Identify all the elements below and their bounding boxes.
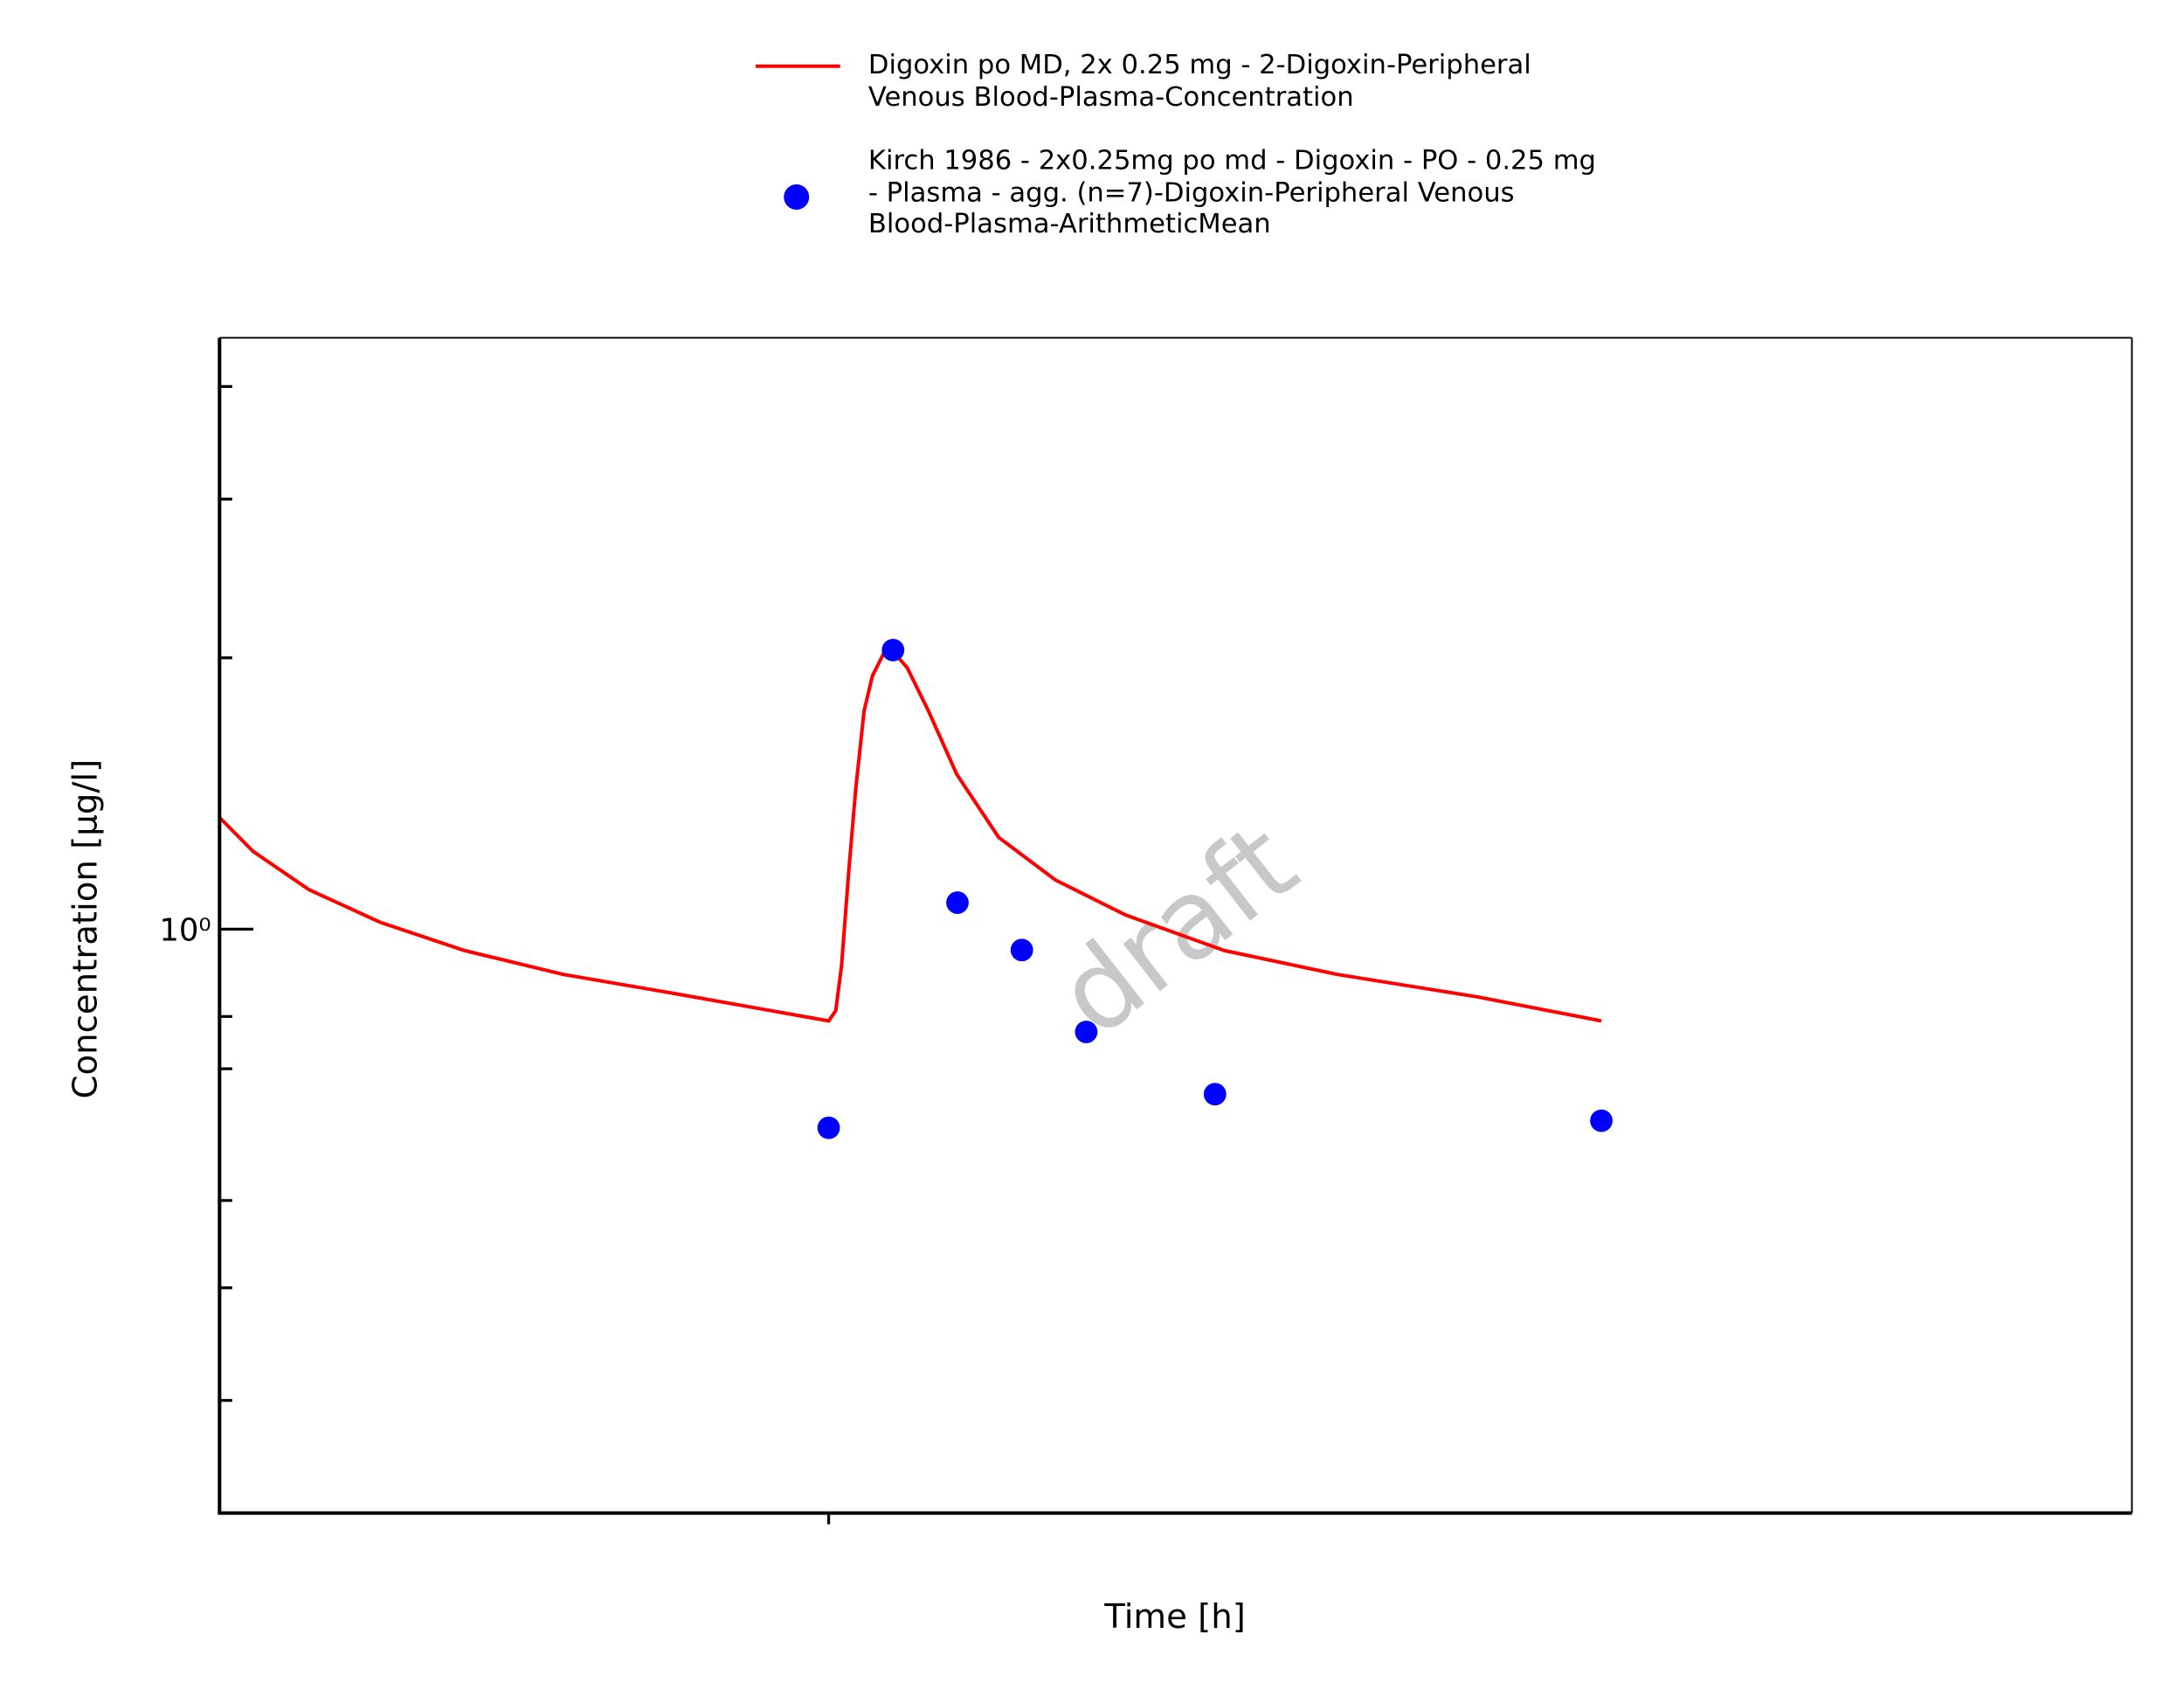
legend-label: Digoxin po MD, 2x 0.25 mg - 2-Digoxin-Pe… bbox=[867, 49, 1531, 113]
legend-item: Digoxin po MD, 2x 0.25 mg - 2-Digoxin-Pe… bbox=[867, 49, 1531, 113]
data-line bbox=[218, 647, 1602, 1023]
data-point bbox=[1075, 1021, 1098, 1043]
legend-item: Kirch 1986 - 2x0.25mg po md - Digoxin - … bbox=[867, 144, 1596, 239]
y-tick-label: 10⁰ bbox=[159, 913, 211, 949]
data-point bbox=[817, 1116, 840, 1139]
data-point bbox=[1590, 1109, 1613, 1132]
x-axis-title: Time [h] bbox=[1103, 1597, 1246, 1637]
legend-swatch bbox=[784, 184, 810, 211]
data-point bbox=[881, 639, 905, 661]
legend-label: Kirch 1986 - 2x0.25mg po md - Digoxin - … bbox=[867, 144, 1596, 239]
data-point bbox=[946, 891, 969, 914]
data-point bbox=[1203, 1083, 1227, 1106]
y-axis-title: Concentration [µg/l] bbox=[66, 759, 105, 1099]
data-point bbox=[1010, 938, 1033, 962]
